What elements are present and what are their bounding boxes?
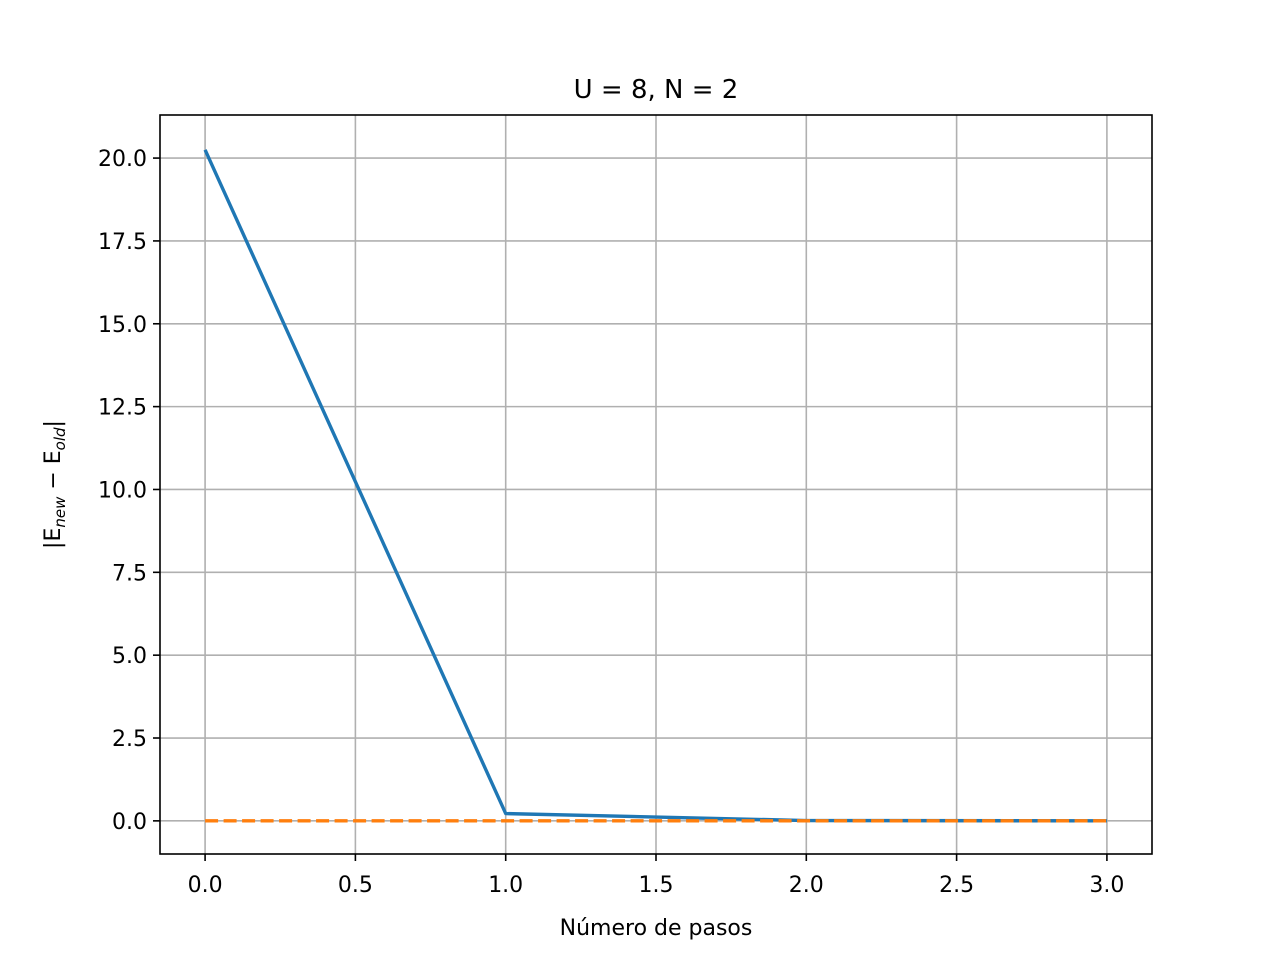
y-tick-label: 5.0 bbox=[112, 644, 147, 669]
series-layer bbox=[203, 149, 1107, 823]
x-tick-label: 0.5 bbox=[338, 873, 373, 898]
y-tick-label: 2.5 bbox=[112, 727, 147, 752]
x-tick-label: 2.0 bbox=[789, 873, 824, 898]
y-tick-label: 20.0 bbox=[98, 147, 147, 172]
y-tick-label: 17.5 bbox=[98, 230, 147, 255]
y-tick-label: 12.5 bbox=[98, 396, 147, 421]
y-axis-title-part: | bbox=[41, 420, 66, 427]
x-tick-label: 2.5 bbox=[939, 873, 974, 898]
ticks: 0.0 0.5 1.0 1.5 2.0 2.5 3.0 0.0 2.5 5.0 7.5 10.0 12.… bbox=[98, 147, 1124, 898]
x-tick-label: 1.5 bbox=[639, 873, 674, 898]
y-axis-title: |Enew − Eold| bbox=[41, 420, 69, 549]
y-axis-title-part: |E bbox=[41, 528, 66, 549]
y-axis-title-subscript: new bbox=[51, 496, 69, 528]
x-tick-label: 0.0 bbox=[188, 873, 223, 898]
y-axis-title-subscript: old bbox=[51, 427, 69, 450]
x-axis-title: Número de pasos bbox=[560, 916, 753, 941]
y-tick-label: 10.0 bbox=[98, 478, 147, 503]
chart-title: U = 8, N = 2 bbox=[574, 75, 739, 105]
y-tick-label: 15.0 bbox=[98, 313, 147, 338]
y-tick-label: 0.0 bbox=[112, 810, 147, 835]
x-tick-label: 1.0 bbox=[488, 873, 523, 898]
y-axis-title-part: − E bbox=[41, 450, 66, 496]
y-tick-label: 7.5 bbox=[112, 561, 147, 586]
x-tick-label: 3.0 bbox=[1089, 873, 1124, 898]
